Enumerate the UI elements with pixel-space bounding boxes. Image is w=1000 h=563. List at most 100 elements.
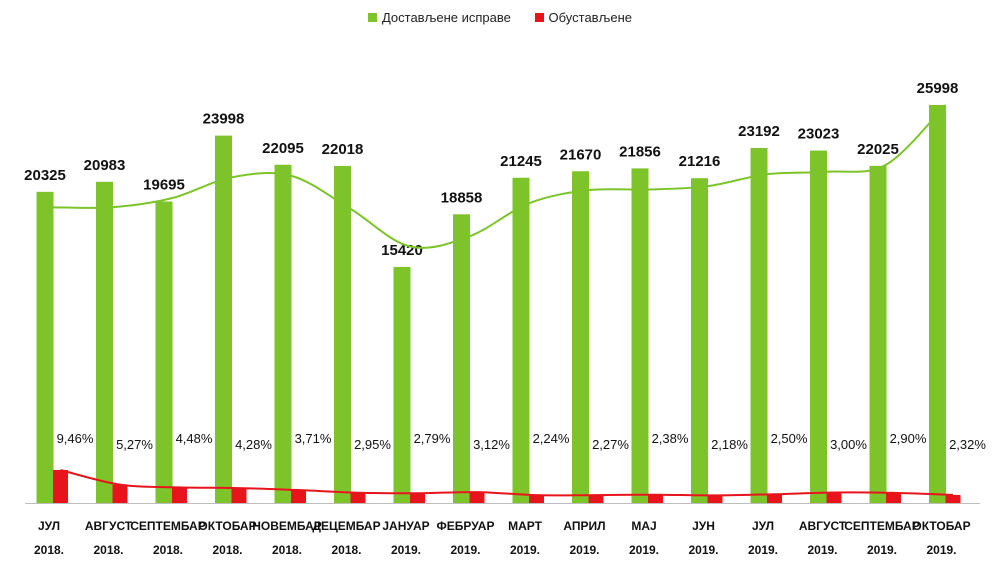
bar-suspended-10	[648, 494, 663, 503]
label-delivered-14: 22025	[857, 141, 899, 158]
label-delivered-7: 18858	[441, 189, 483, 206]
bar-suspended-12	[767, 494, 782, 503]
category-label-8: МАРТ	[508, 519, 543, 533]
category-year-11: 2019.	[688, 543, 718, 557]
label-suspended-13: 3,00%	[830, 437, 867, 452]
category-label-3: ОКТОБАР	[198, 519, 256, 533]
bar-suspended-7	[469, 492, 485, 503]
bar-delivered-1	[96, 181, 113, 503]
label-delivered-1: 20983	[84, 157, 126, 174]
label-suspended-2: 4,48%	[176, 431, 213, 446]
category-label-14: СЕПТЕМБАР	[844, 519, 919, 533]
category-label-0: ЈУЛ	[38, 519, 60, 533]
category-year-9: 2019.	[569, 543, 599, 557]
bar-delivered-14	[869, 165, 887, 503]
label-suspended-6: 2,79%	[414, 431, 451, 446]
bar-suspended-11	[707, 495, 723, 503]
label-suspended-12: 2,50%	[771, 431, 808, 446]
bar-suspended-13	[826, 492, 842, 503]
bar-delivered-2	[155, 201, 173, 503]
bar-delivered-11	[691, 178, 708, 503]
label-suspended-10: 2,38%	[652, 431, 689, 446]
label-suspended-9: 2,27%	[592, 437, 629, 452]
category-year-10: 2019.	[629, 543, 659, 557]
legend-swatch-delivered	[367, 13, 377, 22]
bar-suspended-2	[172, 487, 187, 503]
category-year-0: 2018.	[34, 543, 64, 557]
label-delivered-3: 23998	[203, 111, 245, 128]
bar-suspended-5	[350, 492, 366, 503]
bar-suspended-1	[112, 484, 128, 503]
legend-swatch-suspended	[534, 13, 544, 22]
bar-delivered-0	[36, 191, 54, 503]
category-label-4: НОВЕМБАР	[252, 519, 322, 533]
category-label-1: АВГУСТ	[85, 519, 133, 533]
bar-suspended-0	[53, 470, 68, 503]
bar-delivered-9	[572, 171, 589, 504]
label-suspended-3: 4,28%	[235, 437, 272, 452]
label-delivered-15: 25998	[917, 80, 959, 97]
category-label-9: АПРИЛ	[563, 519, 605, 533]
label-delivered-4: 22095	[262, 140, 304, 157]
category-label-12: ЈУЛ	[752, 519, 774, 533]
bar-delivered-5	[334, 165, 351, 503]
category-year-7: 2019.	[450, 543, 480, 557]
category-label-15: ОКТОБАР	[912, 519, 970, 533]
category-label-6: ЈАНУАР	[382, 519, 429, 533]
category-label-2: СЕПТЕМБАР	[130, 519, 205, 533]
label-suspended-0: 9,46%	[57, 431, 94, 446]
legend-item-suspended: Обустављене	[534, 10, 633, 25]
category-label-5: ДЕЦЕМБАР	[312, 519, 380, 533]
bar-suspended-9	[588, 495, 604, 503]
category-year-12: 2019.	[748, 543, 778, 557]
label-suspended-15: 2,32%	[949, 437, 986, 452]
category-year-1: 2018.	[93, 543, 123, 557]
trend-line-suspended	[60, 469, 954, 497]
bar-suspended-14	[886, 492, 901, 503]
bar-delivered-8	[512, 177, 530, 503]
label-delivered-11: 21216	[679, 153, 721, 170]
category-label-13: АВГУСТ	[799, 519, 847, 533]
label-suspended-5: 2,95%	[354, 437, 391, 452]
label-delivered-0: 20325	[24, 167, 66, 184]
label-delivered-13: 23023	[798, 126, 840, 143]
bar-delivered-10	[631, 168, 649, 503]
label-delivered-9: 21670	[560, 146, 602, 163]
label-delivered-5: 22018	[322, 141, 364, 158]
legend-label-suspended: Обустављене	[548, 10, 633, 25]
label-suspended-4: 3,71%	[295, 431, 332, 446]
bar-suspended-8	[529, 495, 544, 503]
label-delivered-8: 21245	[500, 153, 542, 170]
label-suspended-11: 2,18%	[711, 437, 748, 452]
bar-delivered-3	[215, 135, 232, 503]
bar-delivered-15	[929, 105, 946, 503]
category-year-6: 2019.	[391, 543, 421, 557]
bar-suspended-3	[231, 488, 247, 503]
bar-delivered-6	[393, 266, 411, 503]
label-suspended-1: 5,27%	[116, 437, 153, 452]
legend-label-delivered: Достављене исправе	[381, 10, 511, 25]
category-label-7: ФЕБРУАР	[437, 519, 495, 533]
label-suspended-14: 2,90%	[890, 431, 927, 446]
category-year-8: 2019.	[510, 543, 540, 557]
category-year-14: 2019.	[867, 543, 897, 557]
legend: Достављене исправе Обустављене	[0, 10, 1000, 25]
bar-suspended-4	[291, 490, 306, 503]
bar-delivered-7	[453, 214, 470, 503]
category-label-11: ЈУН	[692, 519, 715, 533]
label-delivered-10: 21856	[619, 143, 661, 160]
category-year-5: 2018.	[331, 543, 361, 557]
label-delivered-12: 23192	[738, 123, 780, 140]
trend-line-delivered	[52, 104, 947, 249]
category-year-15: 2019.	[926, 543, 956, 557]
label-suspended-8: 2,24%	[533, 431, 570, 446]
label-suspended-7: 3,12%	[473, 437, 510, 452]
bar-delivered-12	[750, 147, 768, 503]
bar-suspended-15	[945, 494, 961, 503]
bar-delivered-13	[810, 150, 827, 503]
category-year-2: 2018.	[153, 543, 183, 557]
label-delivered-2: 19695	[143, 176, 185, 193]
category-label-10: МАЈ	[631, 519, 656, 533]
legend-item-delivered: Достављене исправе	[367, 10, 511, 25]
